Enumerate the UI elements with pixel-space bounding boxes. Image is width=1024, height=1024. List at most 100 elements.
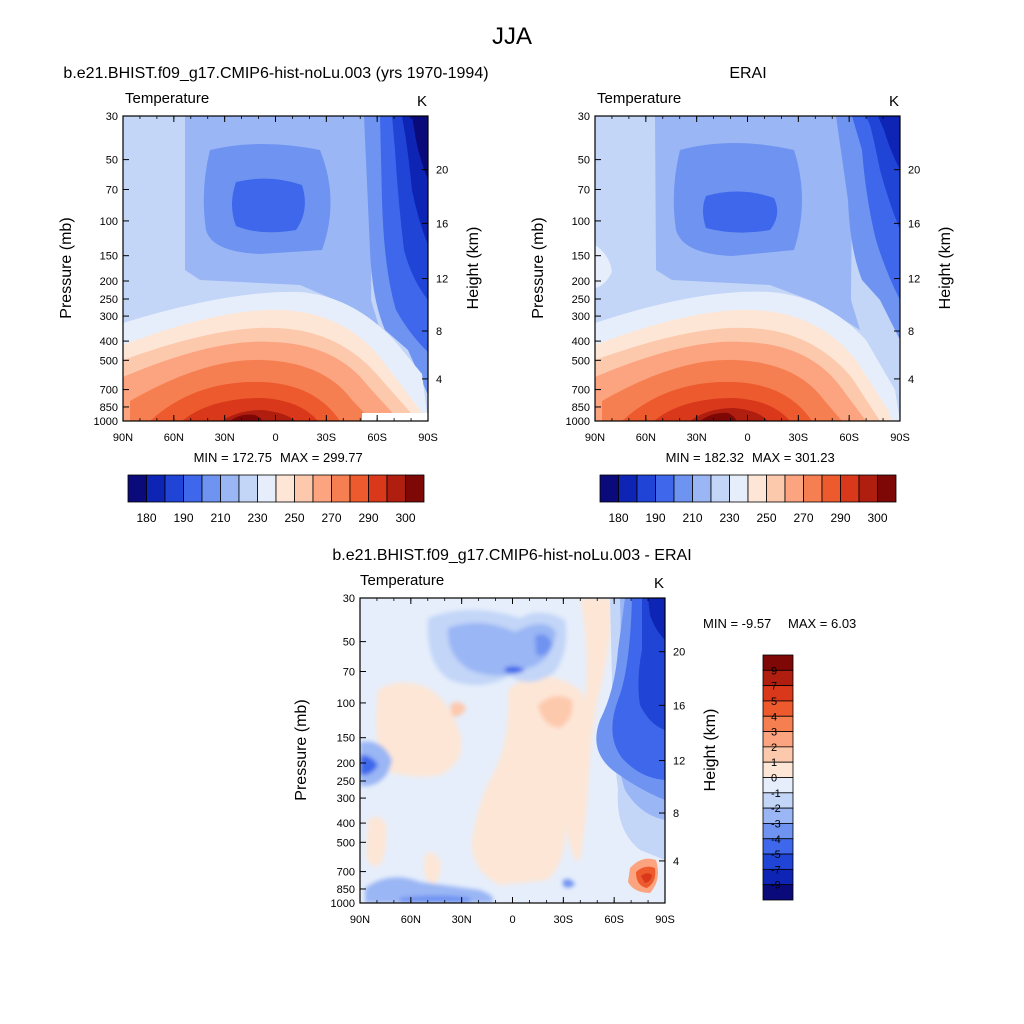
contour-band-core [232, 178, 305, 233]
colorbar-label: 7 [771, 681, 777, 693]
max-label: MAX = 299.77 [280, 450, 363, 465]
positive-anomaly-region [376, 682, 462, 777]
y-axis-label: Pressure (mb) [293, 699, 310, 800]
y2-tick-label: 16 [436, 218, 448, 230]
colorbar-swatch [762, 746, 794, 763]
y2-tick-label: 12 [436, 274, 448, 286]
negative-anomaly-region [447, 622, 556, 676]
colorbar-label: -3 [771, 818, 781, 830]
y-tick-label: 100 [337, 698, 355, 710]
colorbar: 180 190 210 230 250 270 290 300 [599, 474, 897, 525]
panel-model: b.e21.BHIST.f09_g17.CMIP6-hist-noLu.003 … [58, 65, 489, 525]
negative-anomaly-region [535, 634, 552, 656]
colorbar-swatch [673, 474, 693, 503]
colorbar-label: -1 [771, 788, 781, 800]
max-label: MAX = 301.23 [752, 450, 835, 465]
y-tick-label: 300 [337, 793, 355, 805]
negative-anomaly-region [505, 666, 525, 674]
x-tick-label: 60N [164, 432, 184, 444]
y-tick-label: 300 [100, 311, 118, 323]
positive-anomaly-region [424, 852, 441, 884]
contour-pole-5 [412, 116, 428, 180]
x-ticks: 90N 60N 30N 0 30S 60S 90S 30 50 70 100 150 200 250 300… [94, 111, 449, 444]
positive-anomaly-region [563, 598, 612, 860]
colorbar-swatch [312, 474, 332, 503]
x-tick-label: 0 [744, 432, 750, 444]
y-tick-label: 70 [343, 667, 355, 679]
colorbar-swatch [275, 474, 295, 503]
contour-band-core [703, 191, 778, 233]
colorbar: 180 190 210 230 250 270 290 300 [127, 474, 425, 525]
y-tick-label: 250 [572, 294, 590, 306]
colorbar-swatch [164, 474, 184, 503]
temperature-field [595, 116, 900, 421]
colorbar-swatch [201, 474, 221, 503]
x-tick-label: 60S [839, 432, 859, 444]
y-tick-label: 200 [100, 276, 118, 288]
y-tick-label: 150 [572, 251, 590, 263]
y2-tick-label: 20 [908, 165, 920, 177]
min-label: MIN = -9.57 [703, 616, 771, 631]
y-tick-label: 50 [106, 155, 118, 167]
colorbar-swatch [238, 474, 258, 503]
topography-mask [362, 413, 428, 421]
y-axis-label: Pressure (mb) [58, 217, 75, 318]
y-tick-label: 400 [100, 336, 118, 348]
y-tick-label: 200 [572, 276, 590, 288]
y-tick-label: 50 [343, 637, 355, 649]
colorbar-swatch [766, 474, 786, 503]
y-tick-label: 850 [100, 402, 118, 414]
colorbar-swatch [762, 731, 794, 748]
colorbar-swatch [762, 761, 794, 778]
colorbar-label: 180 [136, 511, 156, 525]
x-tick-label: 60N [636, 432, 656, 444]
colorbar-swatch [762, 700, 794, 717]
colorbar-swatch [146, 474, 166, 503]
x-tick-label: 30N [452, 914, 472, 926]
colorbar-label: -9 [771, 880, 781, 892]
colorbar-swatch [368, 474, 388, 503]
colorbar-swatch [405, 474, 425, 503]
colorbar-label: 290 [830, 511, 850, 525]
colorbar-label: 270 [321, 511, 341, 525]
x-tick-label: 0 [509, 914, 515, 926]
difference-field [360, 598, 665, 903]
negative-anomaly-region [400, 895, 470, 903]
negative-anomaly-region [360, 755, 378, 776]
colorbar-swatch [762, 884, 794, 901]
x-tick-label: 90N [585, 432, 605, 444]
y2-axis-label: Height (km) [702, 709, 719, 792]
colorbar-label: 270 [793, 511, 813, 525]
y-tick-label: 300 [572, 311, 590, 323]
x-tick-label: 60S [367, 432, 387, 444]
contour-pole-4 [878, 116, 900, 170]
colorbar-swatch [729, 474, 749, 503]
positive-anomaly-region [366, 816, 387, 867]
colorbar-swatch [803, 474, 823, 503]
colorbar: 9 7 5 4 3 2 1 0 -1 -2 -3 -4 -5 -7 -9 [762, 654, 794, 901]
y-tick-label: 400 [337, 818, 355, 830]
colorbar-label: 190 [173, 511, 193, 525]
y2-tick-label: 8 [436, 326, 442, 338]
y2-tick-label: 16 [673, 700, 685, 712]
y2-tick-label: 20 [436, 165, 448, 177]
y-tick-label: 50 [578, 155, 590, 167]
colorbar-swatch [257, 474, 277, 503]
southern-positive-3 [641, 873, 652, 883]
colorbar-label: 180 [608, 511, 628, 525]
x-tick-label: 30N [215, 432, 235, 444]
y-tick-label: 500 [337, 837, 355, 849]
panel-units-label: K [889, 93, 899, 110]
y2-tick-label: 4 [673, 856, 679, 868]
positive-anomaly-spot [538, 696, 573, 728]
negative-anomaly-region [563, 879, 575, 888]
y2-tick-label: 12 [908, 274, 920, 286]
y2-tick-label: 4 [436, 374, 442, 386]
colorbar-swatch [877, 474, 897, 503]
colorbar-swatch [220, 474, 240, 503]
min-label: MIN = 172.75 [194, 450, 272, 465]
colorbar-label: 230 [719, 511, 739, 525]
colorbar-label: 190 [645, 511, 665, 525]
x-ticks: 90N 60N 30N 0 30S 60S 90S 30 50 70 100 150 200 250 300… [331, 593, 686, 926]
y-tick-label: 200 [337, 758, 355, 770]
